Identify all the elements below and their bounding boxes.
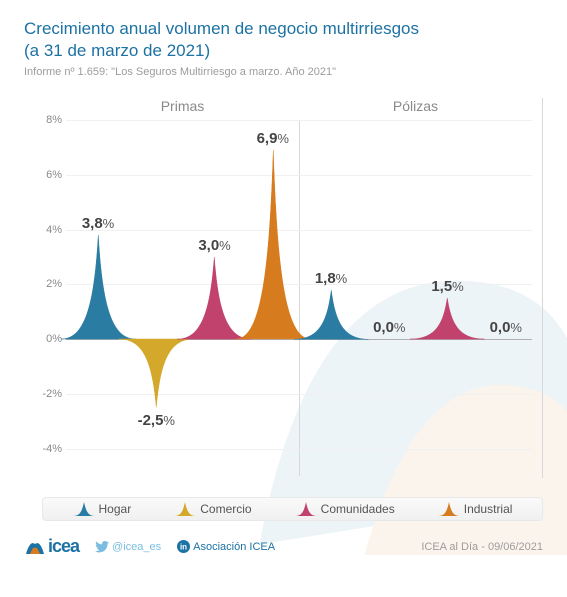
chart-area: Primas Pólizas -4% -2% 0% 2% 4% 6% 8% 3,8% -2,5%… bbox=[24, 98, 543, 478]
logo-text: icea bbox=[48, 536, 79, 557]
data-label: 6,9% bbox=[257, 130, 289, 147]
legend: Hogar Comercio Comunidades Industrial bbox=[42, 497, 543, 521]
panel-label-primas: Primas bbox=[66, 98, 299, 114]
linkedin-text: Asociación ICEA bbox=[193, 541, 275, 553]
data-label: 0,0% bbox=[490, 319, 522, 336]
plot-region: -4%-2%0%2%4%6%8%3,8%-2,5%3,0%6,9%1,8%0,0… bbox=[66, 120, 532, 476]
legend-label: Comunidades bbox=[321, 502, 395, 516]
chart-title: Crecimiento anual volumen de negocio mul… bbox=[24, 18, 543, 62]
legend-peak-icon bbox=[174, 502, 196, 516]
gridline bbox=[66, 449, 532, 450]
svg-text:in: in bbox=[180, 543, 187, 552]
ytick-label: 6% bbox=[24, 169, 62, 181]
peak-shape bbox=[294, 290, 369, 339]
twitter-icon bbox=[95, 541, 109, 553]
peak-shape bbox=[410, 298, 485, 339]
peak-shape bbox=[119, 339, 194, 407]
chart-subtitle: Informe nº 1.659: "Los Seguros Multirrie… bbox=[24, 66, 543, 78]
legend-item-comunidades: Comunidades bbox=[295, 502, 395, 516]
peak-shape bbox=[469, 339, 544, 340]
legend-peak-icon bbox=[295, 502, 317, 516]
data-label: 3,0% bbox=[198, 237, 230, 254]
legend-label: Comercio bbox=[200, 502, 251, 516]
legend-peak-icon bbox=[438, 502, 460, 516]
footer: icea @icea_es in Asociación ICEA ICEA al… bbox=[24, 536, 543, 557]
legend-label: Industrial bbox=[464, 502, 513, 516]
data-label: 1,5% bbox=[431, 278, 463, 295]
legend-item-industrial: Industrial bbox=[438, 502, 513, 516]
ytick-label: 0% bbox=[24, 333, 62, 345]
icea-logo: icea bbox=[24, 536, 79, 557]
legend-label: Hogar bbox=[99, 502, 132, 516]
legend-item-comercio: Comercio bbox=[174, 502, 251, 516]
data-label: 1,8% bbox=[315, 270, 347, 287]
legend-item-hogar: Hogar bbox=[73, 502, 132, 516]
ytick-label: -4% bbox=[24, 443, 62, 455]
data-label: 3,8% bbox=[82, 215, 114, 232]
ytick-label: 2% bbox=[24, 278, 62, 290]
data-label: 0,0% bbox=[373, 319, 405, 336]
twitter-link[interactable]: @icea_es bbox=[95, 541, 161, 553]
legend-peak-icon bbox=[73, 502, 95, 516]
ytick-label: 8% bbox=[24, 114, 62, 126]
twitter-handle: @icea_es bbox=[112, 541, 161, 553]
peak-shape bbox=[61, 235, 136, 339]
footer-date: ICEA al Día - 09/06/2021 bbox=[421, 541, 543, 553]
ytick-label: 4% bbox=[24, 224, 62, 236]
linkedin-link[interactable]: in Asociación ICEA bbox=[177, 540, 275, 553]
linkedin-icon: in bbox=[177, 540, 190, 553]
panel-label-polizas: Pólizas bbox=[299, 98, 532, 114]
data-label: -2,5% bbox=[138, 412, 175, 429]
title-line2: (a 31 de marzo de 2021) bbox=[24, 41, 210, 60]
ytick-label: -2% bbox=[24, 388, 62, 400]
logo-icon bbox=[24, 538, 46, 556]
gridline bbox=[66, 120, 532, 121]
title-line1: Crecimiento anual volumen de negocio mul… bbox=[24, 19, 419, 38]
